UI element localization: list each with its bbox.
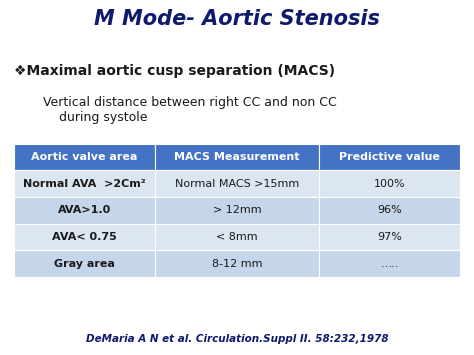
Text: 8-12 mm: 8-12 mm: [212, 258, 262, 269]
FancyBboxPatch shape: [319, 170, 460, 197]
Text: 97%: 97%: [377, 232, 402, 242]
Text: Vertical distance between right CC and non CC
    during systole: Vertical distance between right CC and n…: [43, 96, 337, 124]
FancyBboxPatch shape: [319, 144, 460, 170]
Text: 100%: 100%: [374, 179, 405, 189]
FancyBboxPatch shape: [155, 170, 319, 197]
Text: Predictive value: Predictive value: [339, 152, 440, 162]
FancyBboxPatch shape: [319, 250, 460, 277]
FancyBboxPatch shape: [155, 224, 319, 250]
FancyBboxPatch shape: [14, 250, 155, 277]
FancyBboxPatch shape: [14, 170, 155, 197]
Text: …..: …..: [381, 258, 399, 269]
FancyBboxPatch shape: [14, 197, 155, 224]
FancyBboxPatch shape: [14, 144, 155, 170]
Text: < 8mm: < 8mm: [216, 232, 258, 242]
Text: DeMaria A N et al. Circulation.Suppl II. 58:232,1978: DeMaria A N et al. Circulation.Suppl II.…: [86, 334, 388, 344]
Text: M Mode- Aortic Stenosis: M Mode- Aortic Stenosis: [94, 9, 380, 29]
FancyBboxPatch shape: [14, 224, 155, 250]
FancyBboxPatch shape: [155, 144, 319, 170]
Text: MACS Measurement: MACS Measurement: [174, 152, 300, 162]
FancyBboxPatch shape: [319, 224, 460, 250]
Text: 96%: 96%: [377, 205, 402, 215]
FancyBboxPatch shape: [155, 250, 319, 277]
Text: AVA>1.0: AVA>1.0: [58, 205, 111, 215]
Text: Aortic valve area: Aortic valve area: [31, 152, 137, 162]
Text: AVA< 0.75: AVA< 0.75: [52, 232, 117, 242]
FancyBboxPatch shape: [319, 197, 460, 224]
Text: Normal MACS >15mm: Normal MACS >15mm: [175, 179, 299, 189]
Text: > 12mm: > 12mm: [213, 205, 261, 215]
Text: ❖Maximal aortic cusp separation (MACS): ❖Maximal aortic cusp separation (MACS): [14, 64, 335, 78]
Text: Normal AVA  >2Cm²: Normal AVA >2Cm²: [23, 179, 146, 189]
FancyBboxPatch shape: [155, 197, 319, 224]
Text: Gray area: Gray area: [54, 258, 115, 269]
